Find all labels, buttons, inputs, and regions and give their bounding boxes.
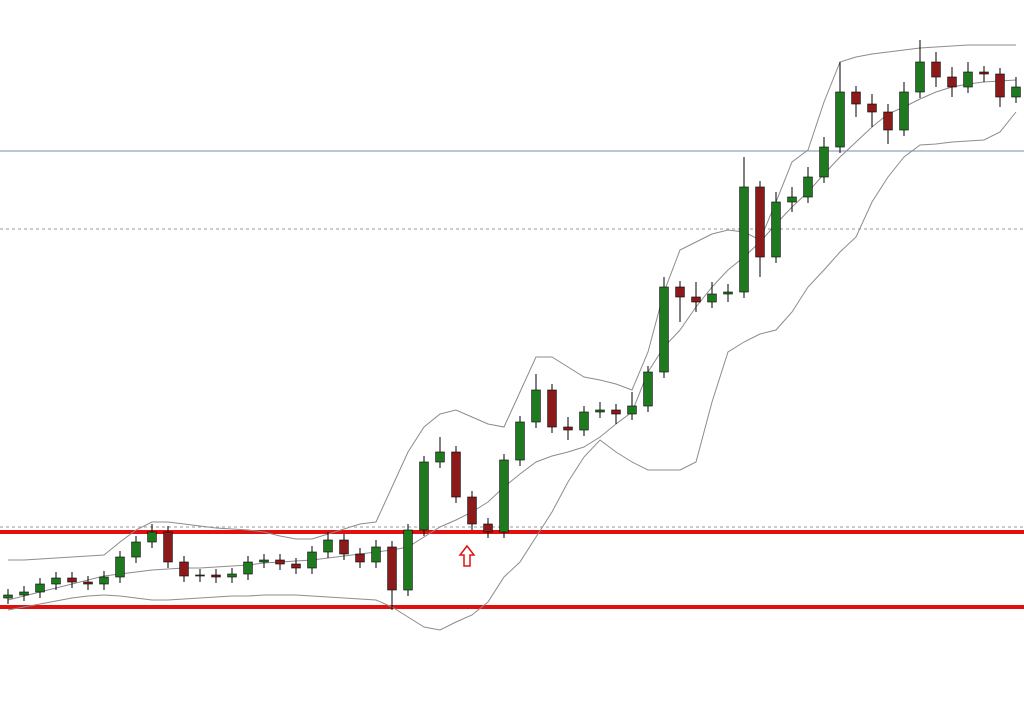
candle-body: [259, 559, 269, 563]
candle-body: [755, 186, 765, 258]
candle-body: [899, 91, 909, 131]
candle-body: [83, 581, 93, 585]
candle-body: [547, 389, 557, 428]
candle-body: [307, 551, 317, 569]
bollinger-band: [8, 44, 1016, 561]
candle-body: [867, 103, 877, 113]
candle-body: [115, 556, 125, 578]
candle-body: [947, 76, 957, 88]
candle-body: [403, 529, 413, 591]
candle-body: [835, 91, 845, 148]
candle-body: [67, 577, 77, 583]
candle-body: [915, 61, 925, 93]
candle-body: [3, 594, 13, 599]
candle-body: [643, 371, 653, 407]
bollinger-band: [7, 111, 1017, 631]
candle-body: [691, 296, 701, 303]
candle-body: [723, 291, 733, 295]
candle-body: [131, 541, 141, 558]
signal-arrow: [458, 544, 476, 567]
candle-body: [35, 583, 45, 593]
candle-body: [467, 496, 477, 525]
candle-body: [227, 573, 237, 578]
candle-body: [675, 286, 685, 298]
candle-body: [771, 201, 781, 258]
candle-body: [851, 91, 861, 105]
candle-body: [435, 451, 445, 463]
candle-body: [163, 531, 173, 563]
candle-body: [419, 461, 429, 531]
candle-body: [787, 196, 797, 203]
candle-body: [931, 61, 941, 78]
candle-body: [739, 186, 749, 293]
candle-body: [291, 563, 301, 569]
candle-body: [595, 409, 605, 413]
candle-body: [707, 293, 717, 303]
candle-body: [147, 531, 157, 543]
candle-body: [611, 409, 621, 415]
candle-body: [19, 591, 29, 596]
candle-body: [195, 574, 205, 577]
candle-body: [803, 176, 813, 198]
candle-body: [515, 421, 525, 461]
candle-body: [531, 389, 541, 423]
candles: [3, 40, 1021, 610]
candle-body: [579, 411, 589, 431]
bollinger-band: [7, 79, 1017, 601]
candle-body: [819, 146, 829, 178]
candle-body: [275, 559, 285, 565]
candle-body: [499, 459, 509, 533]
candle-body: [627, 405, 637, 415]
candle-body: [243, 561, 253, 575]
candle-body: [339, 539, 349, 555]
bands: [7, 44, 1017, 631]
candle-body: [563, 426, 573, 431]
candle-body: [323, 539, 333, 553]
candle-body: [483, 523, 493, 533]
candle-body: [179, 561, 189, 577]
candle-body: [51, 577, 61, 585]
candle-body: [1011, 86, 1021, 98]
candle-body: [979, 71, 989, 75]
candle-body: [995, 73, 1005, 98]
candle-body: [963, 71, 973, 88]
candle-body: [451, 451, 461, 498]
candle-body: [355, 553, 365, 563]
candle-body: [387, 546, 397, 591]
candle-body: [211, 574, 221, 578]
candle-body: [371, 546, 381, 563]
candle-body: [659, 286, 669, 373]
candle-body: [883, 111, 893, 131]
candle-body: [99, 576, 109, 585]
